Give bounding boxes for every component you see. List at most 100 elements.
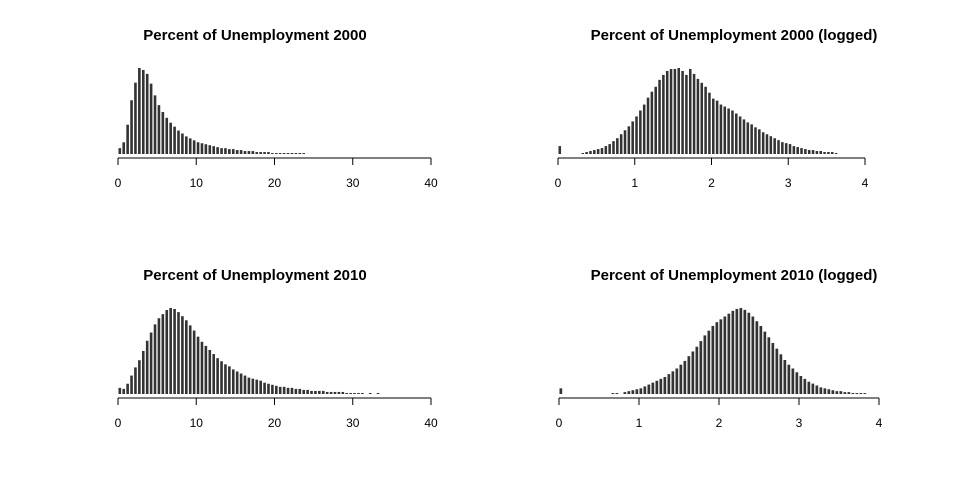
histogram-bar <box>255 152 259 154</box>
histogram-bar <box>216 358 219 394</box>
histogram-bar <box>715 322 719 394</box>
histogram-bar <box>216 147 219 154</box>
histogram-bar <box>843 392 847 394</box>
histogram-bar <box>263 152 266 154</box>
histogram-bar <box>834 153 838 155</box>
x-axis-ticks: 0 10 20 30 40 <box>115 398 438 430</box>
x-tick-label: 10 <box>190 176 204 190</box>
histogram-bar <box>134 367 137 394</box>
x-tick-label: 10 <box>190 416 204 430</box>
histogram-bar <box>759 325 763 394</box>
histogram-bar <box>192 140 196 154</box>
histogram-bar <box>224 364 227 394</box>
histogram-bar <box>819 387 823 394</box>
histogram-bar <box>282 153 286 155</box>
x-tick-label: 4 <box>876 416 883 430</box>
histogram-bar <box>294 388 298 394</box>
histogram-bar <box>290 153 294 155</box>
histogram-bar <box>275 153 278 155</box>
histogram-bar <box>642 104 646 154</box>
histogram-bar <box>141 69 145 154</box>
histogram-bar <box>126 383 129 394</box>
histogram-bar <box>271 153 274 155</box>
histogram-bar <box>695 346 699 394</box>
histogram-bar <box>692 73 696 154</box>
histogram-bar <box>703 335 707 394</box>
histogram-bar <box>646 97 650 154</box>
histogram-bar <box>807 381 811 394</box>
histogram-bar <box>251 378 255 394</box>
x-tick-label: 0 <box>555 176 562 190</box>
histogram-bar <box>298 153 302 155</box>
histogram-bar <box>208 145 212 154</box>
histogram-bar <box>251 151 255 154</box>
histogram-bar <box>145 73 149 154</box>
histogram-bar <box>708 92 711 154</box>
histogram-bar <box>321 390 325 394</box>
histogram-bar <box>145 340 149 394</box>
histogram-bars <box>118 308 380 394</box>
histogram-bar <box>130 100 133 154</box>
histogram-bar <box>847 392 851 394</box>
histogram-bar <box>118 387 122 394</box>
histogram-bar <box>165 310 169 394</box>
histogram-bar <box>126 124 129 154</box>
chart-title: Percent of Unemployment 2000 (logged) <box>591 27 878 44</box>
histogram-bar <box>149 332 153 394</box>
histogram-bar <box>341 391 345 394</box>
histogram-bar <box>754 127 757 154</box>
histogram-bar <box>803 378 807 394</box>
histogram-bar <box>742 119 746 154</box>
histogram-bar <box>779 354 783 394</box>
histogram-bar <box>376 392 380 394</box>
histogram-bar <box>185 320 188 394</box>
histogram-bar <box>863 393 867 395</box>
histogram-bar <box>177 130 180 154</box>
histogram-bar <box>767 337 771 394</box>
histogram-bar <box>687 356 691 394</box>
histogram-bar <box>791 368 795 394</box>
histogram-bar <box>755 321 759 394</box>
x-tick-label: 20 <box>268 176 282 190</box>
histogram-bar <box>735 113 738 154</box>
histogram-bar <box>727 313 731 394</box>
histogram-bar <box>181 133 184 154</box>
histogram-bar <box>627 126 631 154</box>
histogram-bar <box>585 152 588 154</box>
histogram-bar <box>165 117 169 154</box>
histogram-bar <box>173 126 176 154</box>
x-tick-label: 30 <box>346 176 360 190</box>
histogram-bar <box>608 144 611 154</box>
histogram-bar <box>185 136 188 154</box>
histogram-bar <box>290 387 294 394</box>
histogram-bar <box>696 78 700 154</box>
histogram-bar <box>719 104 723 154</box>
x-tick-label: 0 <box>556 416 563 430</box>
panel-unemployment-2000-logged: Percent of Unemployment 2000 (logged) 0 1… <box>555 27 878 190</box>
histogram-bar <box>747 312 751 394</box>
x-tick-label: 2 <box>716 416 723 430</box>
histogram-bar <box>122 388 126 394</box>
histogram-bar <box>771 342 775 394</box>
histogram-bar <box>298 388 302 394</box>
histogram-bar <box>593 150 596 154</box>
histogram-bar <box>122 142 126 154</box>
histogram-bar <box>153 324 157 394</box>
histogram-bar <box>294 153 298 155</box>
histogram-bar <box>685 74 688 154</box>
histogram-bar <box>212 146 216 154</box>
histogram-bar <box>302 389 305 394</box>
histogram-bar <box>830 152 834 154</box>
histogram-bar <box>141 351 145 394</box>
histogram-bar <box>658 79 661 154</box>
histogram-bar <box>851 393 855 395</box>
histogram-bar <box>792 146 796 154</box>
histogram-bar <box>318 390 321 394</box>
histogram-bar <box>804 149 807 154</box>
x-tick-label: 40 <box>424 176 438 190</box>
chart-title: Percent of Unemployment 2000 <box>143 27 366 44</box>
histogram-bar <box>758 129 761 154</box>
histogram-bar <box>204 144 208 154</box>
histogram-bar <box>267 152 270 154</box>
histogram-bar <box>228 149 231 154</box>
